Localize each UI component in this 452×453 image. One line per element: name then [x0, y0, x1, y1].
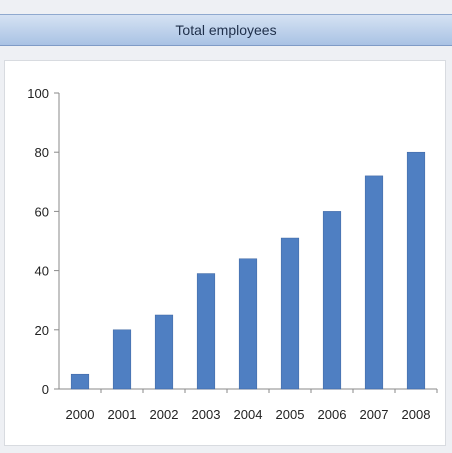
x-tick-label: 2007	[360, 407, 389, 422]
bar-2005	[280, 237, 300, 390]
x-tick-label: 2000	[66, 407, 95, 422]
y-tick-label: 20	[35, 323, 49, 338]
y-tick-label: 40	[35, 264, 49, 279]
bar-2004	[238, 258, 258, 390]
y-tick-label: 0	[42, 382, 49, 397]
chart-area: 0 20 40 60 80 100 2000 2001 2002 2003 2004 2005 200…	[4, 60, 446, 446]
bar-2007	[364, 175, 384, 390]
bar-2002	[154, 314, 174, 390]
y-tick-label: 100	[27, 86, 49, 101]
panel-title: Total employees	[0, 14, 452, 46]
x-tick-label: 2008	[402, 407, 431, 422]
x-axis: 2000 2001 2002 2003 2004 2005 2006 2007 2008	[59, 388, 438, 422]
bar-2003	[196, 273, 216, 390]
y-axis: 0 20 40 60 80 100	[27, 86, 60, 397]
y-tick-label: 80	[35, 145, 49, 160]
x-tick-label: 2006	[318, 407, 347, 422]
x-tick-label: 2003	[192, 407, 221, 422]
x-tick-label: 2002	[150, 407, 179, 422]
y-tick-label: 60	[35, 204, 49, 219]
bar-2001	[112, 329, 132, 390]
bar-2000	[70, 373, 90, 390]
bar-2008	[406, 151, 426, 390]
x-tick-label: 2004	[234, 407, 263, 422]
bars	[70, 151, 426, 390]
bar-2006	[322, 211, 342, 390]
x-tick-label: 2005	[276, 407, 305, 422]
x-tick-label: 2001	[108, 407, 137, 422]
